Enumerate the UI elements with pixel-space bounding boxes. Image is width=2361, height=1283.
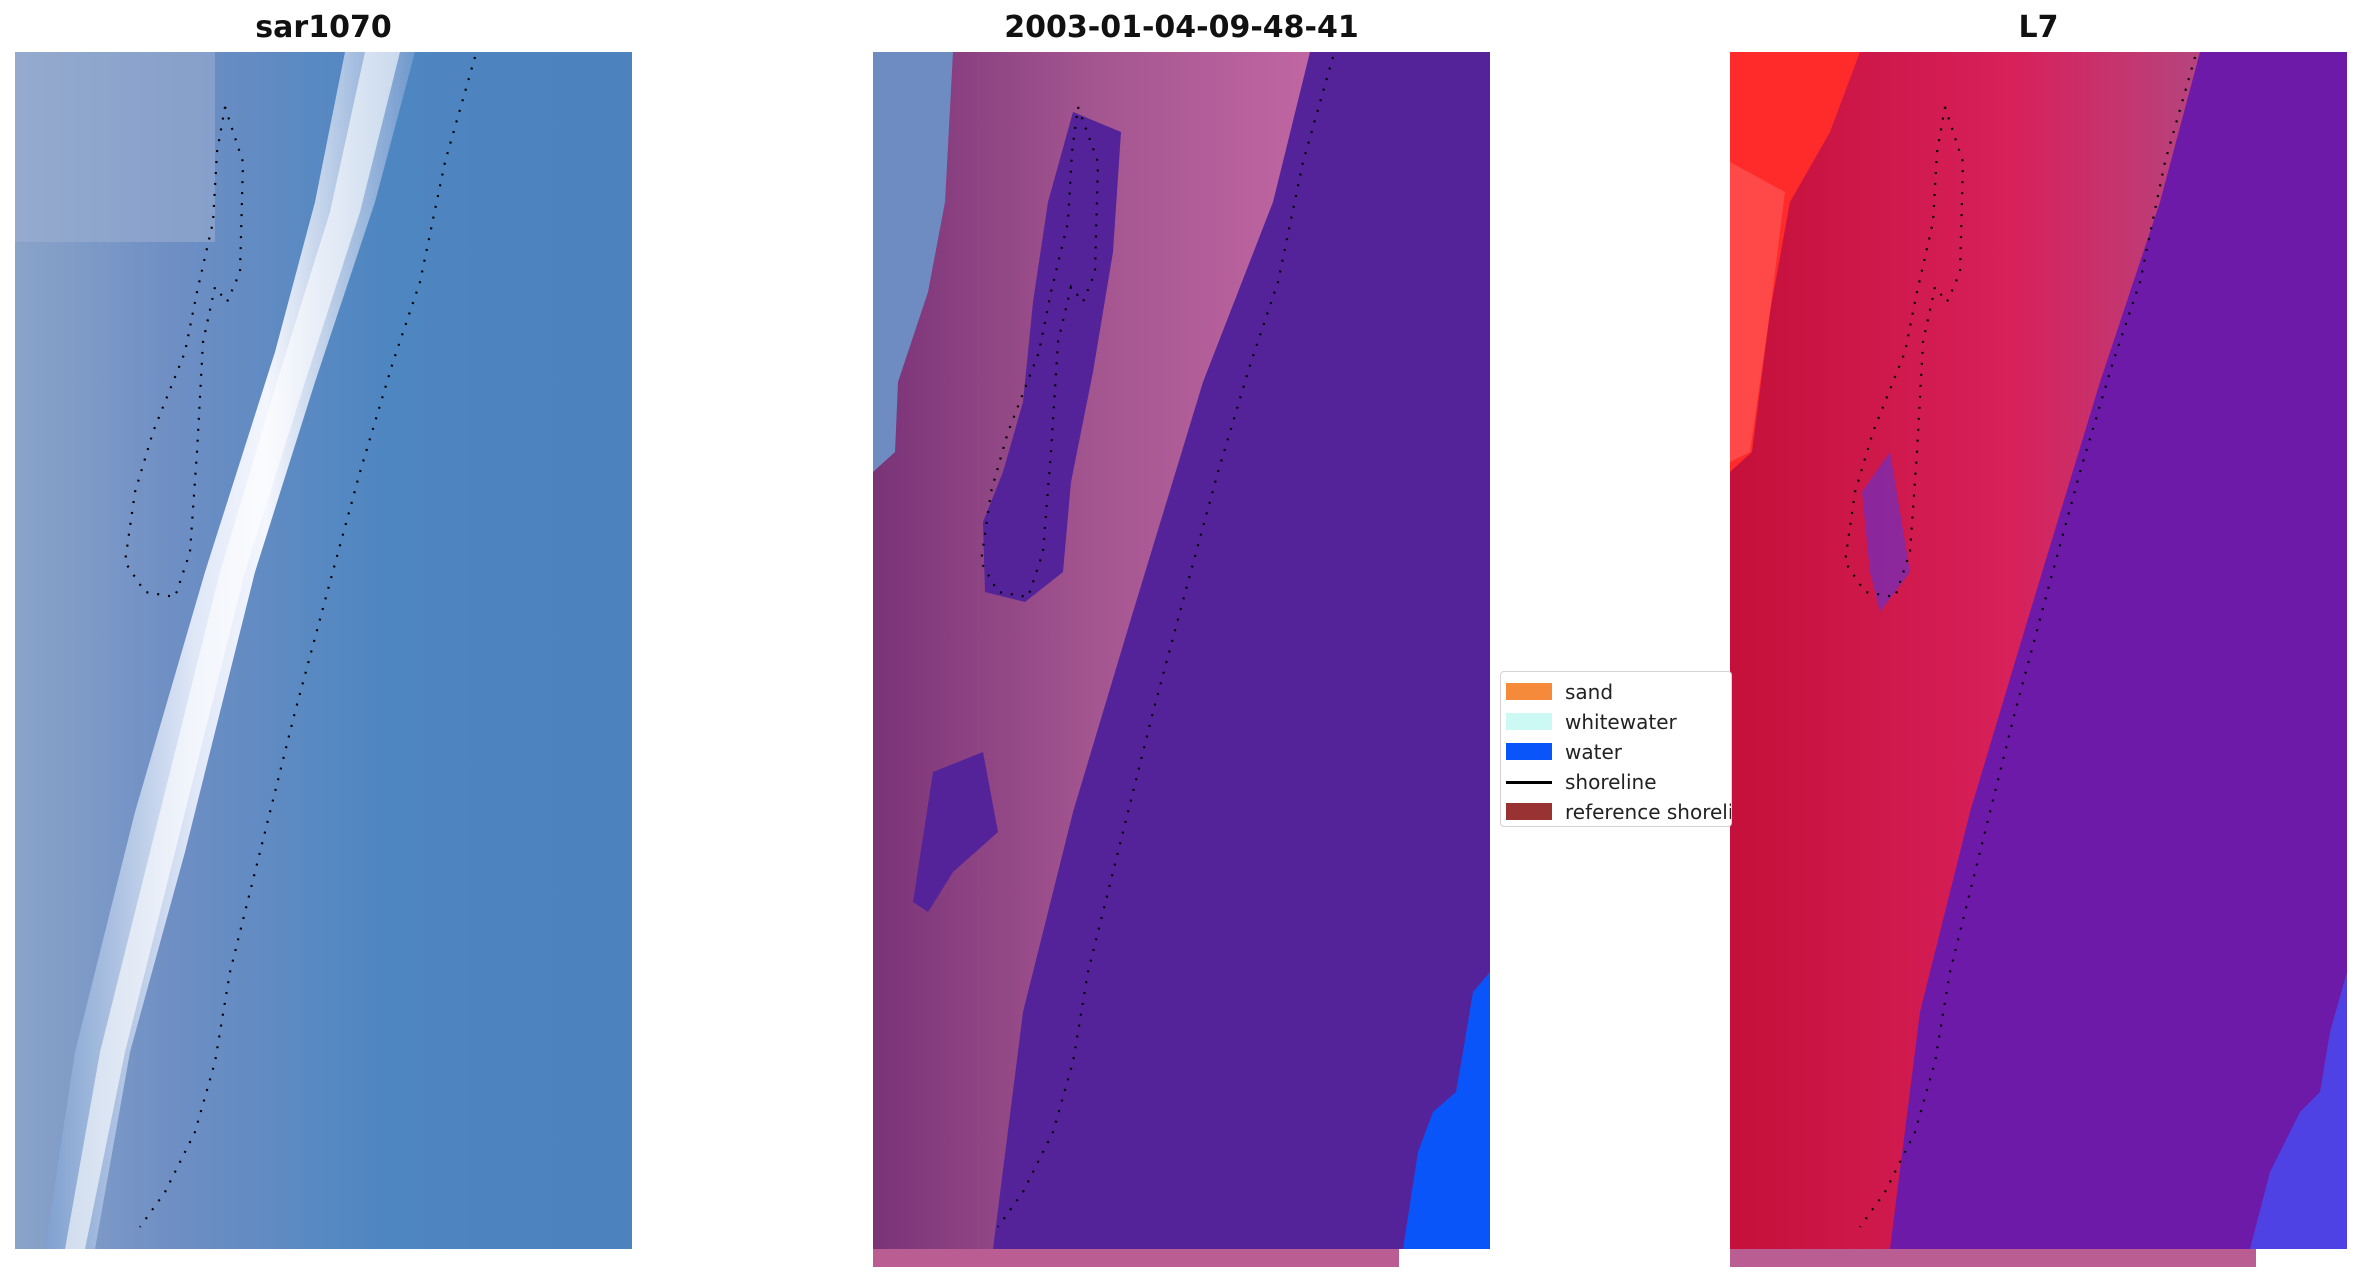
sand-swatch [1506, 683, 1552, 700]
swir-image [1730, 52, 2347, 1249]
legend-item-reference-shoreline: reference shoreline [1501, 797, 1731, 826]
reference-band-panel-3 [1730, 1249, 2256, 1267]
panel-title-classified: 2003-01-04-09-48-41 [1004, 10, 1359, 45]
classified-image [873, 52, 1490, 1249]
legend: sand whitewater water shoreline referenc… [1500, 671, 1732, 827]
legend-label: reference shoreline [1565, 800, 1731, 824]
reference-shoreline-swatch [1506, 803, 1552, 820]
panel-title-rgb: sar1070 [255, 10, 392, 45]
legend-item-water: water [1501, 737, 1731, 767]
legend-label: water [1565, 740, 1622, 764]
rgb-image [15, 52, 632, 1249]
legend-item-shoreline: shoreline [1501, 767, 1731, 797]
legend-label: shoreline [1565, 770, 1657, 794]
legend-item-sand: sand [1501, 677, 1731, 707]
whitewater-swatch [1506, 713, 1552, 730]
legend-label: sand [1565, 680, 1614, 704]
shoreline-line-swatch [1506, 781, 1552, 784]
swir-image-panel [1730, 52, 2347, 1249]
classified-image-panel [873, 52, 1490, 1249]
legend-label: whitewater [1565, 710, 1677, 734]
reference-band-panel-2 [873, 1249, 1399, 1267]
water-swatch [1506, 743, 1552, 760]
rgb-image-panel [15, 52, 632, 1249]
panel-title-swir: L7 [2018, 10, 2059, 45]
legend-item-whitewater: whitewater [1501, 707, 1731, 737]
